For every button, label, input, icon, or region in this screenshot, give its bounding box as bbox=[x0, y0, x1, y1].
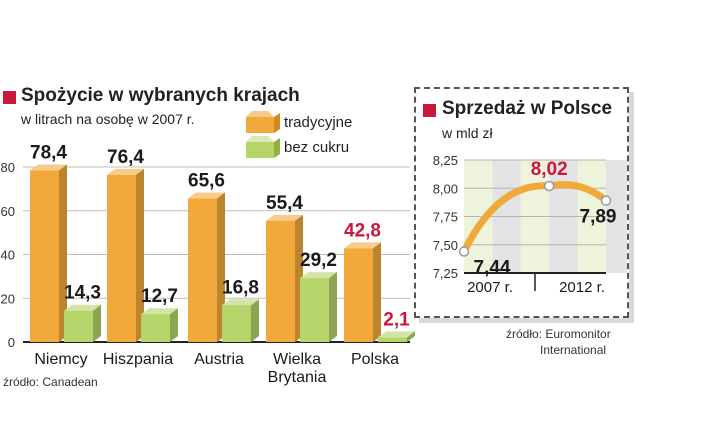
main-title-marker bbox=[3, 91, 16, 104]
legend-bez-cukru-label: bez cukru bbox=[284, 139, 350, 156]
inset-x-tick-label: 2007 r. bbox=[467, 279, 513, 296]
data-point-marker bbox=[600, 195, 612, 206]
bar-top bbox=[344, 242, 381, 249]
inset-title: Sprzedaż w Polsce bbox=[442, 98, 613, 119]
y-tick-label: 0 bbox=[8, 335, 15, 350]
bar-side bbox=[93, 304, 101, 342]
bar-tradycyjne-Niemcy bbox=[30, 164, 67, 342]
inset-gridlines bbox=[464, 159, 627, 291]
inset-source-line-1: źródło: Euromonitor bbox=[506, 327, 611, 341]
bar-front bbox=[188, 198, 217, 342]
chart-labels: 0 20 40 60 80 78,4 14,3 Niemcy 76,4 12,7 Hiszpania… bbox=[1, 143, 411, 387]
bar-tradycyjne-Hiszpania bbox=[107, 168, 144, 342]
bar-value-label: 29,2 bbox=[300, 250, 337, 271]
bar-value-label: 14,3 bbox=[64, 283, 101, 304]
main-chart-source: źródło: Canadean bbox=[3, 375, 98, 389]
bar-side bbox=[59, 164, 67, 342]
point-value-label: 7,44 bbox=[474, 258, 511, 279]
bar-side bbox=[170, 308, 178, 342]
legend-bez-cukru-icon bbox=[246, 136, 280, 158]
bar-front bbox=[64, 310, 93, 342]
inset-source-line-2: International bbox=[540, 343, 607, 357]
chart-bars bbox=[30, 164, 415, 342]
sales-line-chart: 7,25 7,50 7,75 8,00 8,25 7,44 8,02 7,89 2007 r. 2… bbox=[433, 153, 627, 296]
bar-front bbox=[222, 305, 251, 342]
year-stripe bbox=[606, 160, 627, 273]
bar-side bbox=[251, 299, 259, 342]
x-category-label: Niemcy bbox=[34, 351, 87, 368]
x-category-label: Hiszpania bbox=[103, 351, 173, 368]
bar-bez-cukru-Hiszpania bbox=[141, 308, 178, 342]
inset-y-tick-label: 7,25 bbox=[433, 266, 458, 281]
legend-tradycyjne-label: tradycyjne bbox=[284, 114, 353, 131]
bar-value-label: 2,1 bbox=[383, 309, 410, 330]
x-category-label: Wielka bbox=[273, 351, 321, 368]
bar-value-label: 12,7 bbox=[141, 286, 178, 307]
bar-value-label: 76,4 bbox=[107, 147, 144, 168]
bar-value-label: 55,4 bbox=[266, 193, 303, 214]
bar-top bbox=[378, 331, 415, 338]
sales-inset-panel: 7,25 7,50 7,75 8,00 8,25 7,44 8,02 7,89 2007 r. 2… bbox=[414, 87, 629, 318]
inset-labels: 7,25 7,50 7,75 8,00 8,25 7,44 8,02 7,89 2007 r. 2… bbox=[433, 153, 617, 296]
bar-side bbox=[407, 331, 415, 342]
bar-front bbox=[30, 170, 59, 342]
data-point-marker bbox=[543, 180, 555, 192]
x-category-label: Polska bbox=[351, 351, 399, 368]
y-tick-label: 40 bbox=[1, 248, 15, 263]
inset-series bbox=[458, 180, 612, 257]
y-tick-label: 20 bbox=[1, 291, 15, 306]
bar-bez-cukru-Austria bbox=[222, 299, 259, 342]
inset-y-tick-label: 8,00 bbox=[433, 181, 458, 196]
bar-top bbox=[141, 308, 178, 315]
point-value-label: 8,02 bbox=[531, 159, 568, 180]
bar-top bbox=[266, 214, 303, 221]
bar-bez-cukru-Wielka Brytania bbox=[300, 272, 337, 342]
main-chart-title: Spożycie w wybranych krajach bbox=[21, 85, 300, 106]
bar-tradycyjne-Wielka Brytania bbox=[266, 214, 303, 342]
point-value-label: 7,89 bbox=[580, 207, 617, 228]
bar-bez-cukru-Niemcy bbox=[64, 304, 101, 342]
bar-tradycyjne-Austria bbox=[188, 192, 225, 342]
main-chart-subtitle: w litrach na osobę w 2007 r. bbox=[21, 111, 195, 127]
sales-line bbox=[460, 181, 610, 256]
bar-top bbox=[222, 299, 259, 306]
bar-side bbox=[136, 168, 144, 342]
bar-front bbox=[378, 337, 407, 342]
data-point-marker bbox=[458, 246, 470, 257]
bar-front bbox=[344, 248, 373, 342]
bar-front bbox=[141, 314, 170, 342]
x-category-label: Austria bbox=[194, 351, 244, 368]
bar-front bbox=[266, 220, 295, 342]
legend-tradycyjne-icon bbox=[246, 111, 280, 133]
y-tick-label: 80 bbox=[1, 160, 15, 175]
bar-value-label: 78,4 bbox=[30, 143, 67, 164]
bar-value-label: 16,8 bbox=[222, 277, 259, 298]
bar-front bbox=[300, 278, 329, 342]
bar-bez-cukru-Polska bbox=[378, 331, 415, 342]
bar-value-label: 65,6 bbox=[188, 171, 225, 192]
bar-top bbox=[300, 272, 337, 279]
bar-tradycyjne-Polska bbox=[344, 242, 381, 342]
bar-top bbox=[30, 164, 67, 171]
bar-top bbox=[188, 192, 225, 199]
inset-y-tick-label: 7,75 bbox=[433, 210, 458, 225]
inset-x-tick-label: 2012 r. bbox=[559, 279, 605, 296]
bar-value-label: 42,8 bbox=[344, 220, 381, 241]
y-tick-label: 60 bbox=[1, 204, 15, 219]
inset-y-tick-label: 8,25 bbox=[433, 153, 458, 168]
inset-title-marker bbox=[423, 104, 436, 117]
x-category-label: Brytania bbox=[268, 369, 327, 386]
inset-subtitle: w mld zł bbox=[442, 125, 493, 141]
bar-front bbox=[107, 174, 136, 342]
bar-top bbox=[64, 304, 101, 311]
bar-top bbox=[107, 168, 144, 175]
inset-y-tick-label: 7,50 bbox=[433, 238, 458, 253]
bar-side bbox=[373, 242, 381, 342]
bar-side bbox=[329, 272, 337, 342]
